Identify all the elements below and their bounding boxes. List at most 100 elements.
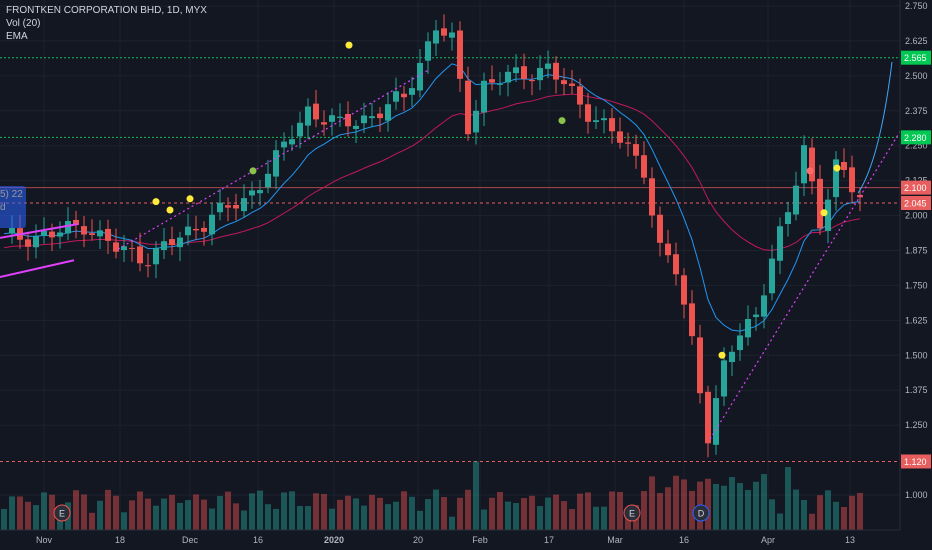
candle-body (729, 351, 735, 363)
candle-body (489, 79, 495, 83)
note-line-1: 5) 22 (0, 189, 23, 200)
time-tick-label: 17 (544, 535, 554, 545)
volume-bar (257, 490, 263, 530)
volume-bar (241, 510, 247, 530)
candle-body (265, 173, 271, 188)
candle-body (817, 178, 823, 229)
time-tick-label: 13 (845, 535, 855, 545)
candle-body (697, 337, 703, 394)
candle-body (81, 226, 87, 235)
volume-bar (657, 493, 663, 530)
candle-body (625, 142, 631, 144)
candle-body (377, 113, 383, 119)
candle-body (753, 314, 759, 318)
volume-bar (9, 496, 15, 530)
volume-bar (705, 478, 711, 530)
candle-body (481, 80, 487, 113)
volume-bar (97, 500, 103, 530)
candle-body (761, 295, 767, 317)
volume-bar (777, 513, 783, 530)
volume-bar (289, 491, 295, 530)
price-tick-label: 2.500 (905, 71, 928, 81)
candle-body (73, 219, 79, 225)
volume-bar (593, 506, 599, 530)
candle-body (641, 155, 647, 178)
candle-body (25, 239, 31, 247)
volume-bar (553, 494, 559, 530)
candle-body (361, 115, 367, 124)
time-tick-label: 20 (413, 535, 423, 545)
volume-bar (225, 491, 231, 530)
volume-bar (505, 501, 511, 530)
volume-bar (609, 491, 615, 530)
volume-bar (273, 508, 279, 530)
candle-body (193, 228, 199, 231)
candle-body (121, 246, 127, 251)
volume-bar (681, 479, 687, 530)
volume-bar (601, 506, 607, 530)
candle-body (529, 80, 535, 82)
volume-bar (513, 503, 519, 530)
candle-body (689, 303, 695, 337)
volume-bar (81, 494, 87, 530)
volume-bar (617, 491, 623, 530)
candle-body (369, 116, 375, 119)
price-tick-label: 1.000 (905, 490, 928, 500)
volume-bar (849, 495, 855, 530)
volume-bar (145, 498, 151, 530)
candle-body (209, 214, 215, 235)
volume-bar (313, 493, 319, 530)
volume-bar (417, 510, 423, 530)
volume-bar (449, 516, 455, 530)
volume-bar (17, 496, 23, 530)
volume-bar (489, 497, 495, 530)
volume-bar (769, 499, 775, 530)
volume-bar (1, 508, 7, 530)
price-label-text: 2.045 (904, 198, 927, 208)
candle-body (33, 236, 39, 248)
candle-body (425, 41, 431, 61)
candle-body (393, 91, 399, 102)
candle-body (561, 80, 567, 85)
candle-body (441, 28, 447, 36)
event-marker-icon (53, 504, 71, 522)
event-marker-label: E (59, 509, 65, 519)
volume-bar (473, 461, 479, 530)
signal-dot (152, 198, 160, 206)
ema-fast-line (3, 63, 861, 332)
volume-bar (753, 481, 759, 530)
annotation-note[interactable]: 5) 22 d (0, 186, 26, 228)
volume-bar (177, 502, 183, 530)
volume-bar (169, 494, 175, 530)
volume-bar (377, 497, 383, 530)
signal-dot (806, 167, 814, 175)
volume-bar (577, 493, 583, 530)
candle-body (473, 110, 479, 133)
candle-body (705, 391, 711, 444)
candle-body (553, 62, 559, 80)
volume-bar (249, 493, 255, 530)
volume-bar (409, 496, 415, 530)
volume-bar (49, 494, 55, 530)
time-tick-label: Feb (472, 535, 488, 545)
candle-body (465, 80, 471, 135)
price-label-badge (901, 454, 931, 469)
volume-bar (265, 504, 271, 530)
volume-bar (641, 491, 647, 530)
candle-body (185, 226, 191, 236)
volume-bar (665, 487, 671, 530)
candle-body (577, 86, 583, 105)
candle-body (49, 231, 55, 238)
candle-body (329, 115, 335, 122)
volume-bar (105, 489, 111, 530)
price-label-badge (901, 180, 931, 195)
ema-slow-line (3, 93, 861, 251)
volume-bar (561, 501, 567, 530)
volume-bar (585, 492, 591, 530)
price-label-text: 2.565 (904, 53, 927, 63)
volume-bar (521, 498, 527, 530)
candle-body (113, 242, 119, 252)
candle-body (521, 66, 527, 79)
volume-bar (793, 489, 799, 530)
